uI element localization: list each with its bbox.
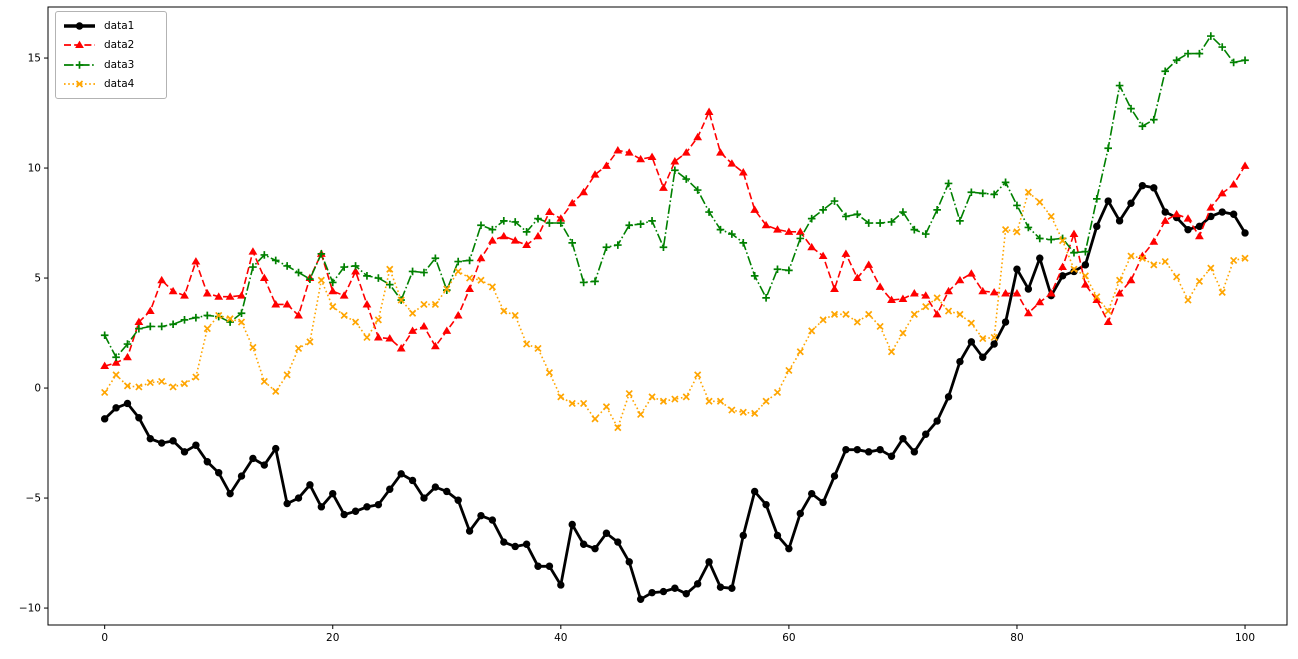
legend-label: data3 [104, 58, 135, 71]
y-axis: −10 −5 0 5 10 15 [19, 53, 48, 615]
series-line-data2 [104, 109, 1246, 367]
series-data1 [100, 181, 1249, 603]
legend-sample-line-icon [64, 40, 95, 49]
x-tick-label: 0 [101, 632, 108, 644]
y-tick-label: 15 [28, 53, 41, 65]
legend-item-data2: data2 [63, 36, 158, 56]
series-markers-data1 [100, 181, 1249, 603]
legend-item-data3: data3 [63, 55, 158, 75]
series-data3 [100, 32, 1249, 362]
x-tick-label: 60 [782, 632, 795, 644]
plot-area [47, 6, 1288, 626]
series-data4 [101, 188, 1249, 432]
legend-sample-line-icon [64, 22, 95, 30]
series-markers-data2 [100, 107, 1250, 370]
series-line-data3 [103, 34, 1246, 359]
legend-sample-line-icon [64, 80, 95, 88]
legend-item-data1: data1 [63, 16, 158, 36]
y-tick-label: −10 [19, 603, 41, 615]
x-tick-label: 40 [554, 632, 567, 644]
x-axis: 0 20 40 60 80 100 [101, 625, 1255, 644]
y-tick-label: −5 [26, 493, 41, 505]
legend: data1 data2 data3 data4 [55, 11, 167, 99]
legend-sample-line-icon [64, 60, 95, 69]
x-tick-label: 80 [1010, 632, 1023, 644]
y-tick-label: 10 [28, 163, 41, 175]
series-data2 [100, 107, 1250, 370]
y-tick-label: 0 [34, 383, 41, 395]
x-tick-label: 100 [1235, 632, 1255, 644]
legend-item-data4: data4 [63, 75, 158, 95]
legend-label: data1 [104, 19, 135, 32]
x-tick-label: 20 [326, 632, 339, 644]
y-tick-label: 5 [34, 273, 41, 285]
series-markers-data3 [100, 32, 1249, 362]
legend-label: data2 [104, 39, 135, 52]
legend-label: data4 [104, 78, 135, 91]
series-markers-data4 [101, 188, 1249, 432]
